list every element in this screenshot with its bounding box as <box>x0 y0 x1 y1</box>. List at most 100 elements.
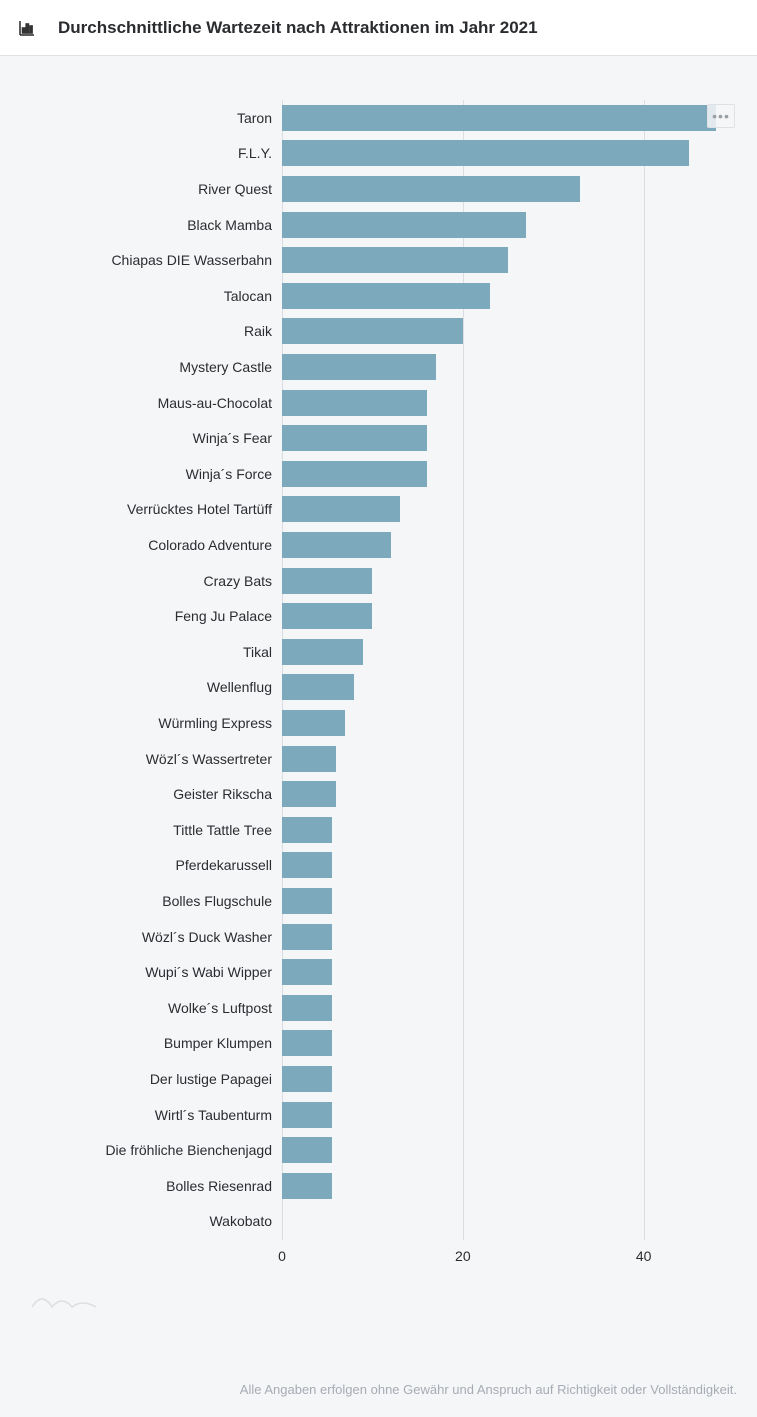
bar-row <box>282 710 345 736</box>
bar-chart-icon <box>18 19 36 37</box>
y-tick-label: Crazy Bats <box>204 573 272 589</box>
bar[interactable] <box>282 176 580 202</box>
y-tick-label: Wupi´s Wabi Wipper <box>145 964 272 980</box>
y-tick-label: Wolke´s Luftpost <box>168 1000 272 1016</box>
bar-row <box>282 924 332 950</box>
bar-row <box>282 1102 332 1128</box>
y-tick-label: Würmling Express <box>158 715 272 731</box>
bar[interactable] <box>282 532 391 558</box>
y-tick-label: Pferdekarussell <box>176 857 273 873</box>
bar[interactable] <box>282 568 372 594</box>
bar-row <box>282 852 332 878</box>
bar[interactable] <box>282 1102 332 1128</box>
y-tick-label: Der lustige Papagei <box>150 1071 272 1087</box>
bar[interactable] <box>282 710 345 736</box>
y-tick-label: Feng Ju Palace <box>175 608 272 624</box>
header-bar: Durchschnittliche Wartezeit nach Attrakt… <box>0 0 757 56</box>
y-tick-label: River Quest <box>198 181 272 197</box>
bar[interactable] <box>282 1137 332 1163</box>
y-tick-label: Winja´s Fear <box>193 430 272 446</box>
bar-row <box>282 247 508 273</box>
bar[interactable] <box>282 105 716 131</box>
y-tick-label: Raik <box>244 323 272 339</box>
bar[interactable] <box>282 852 332 878</box>
bar-row <box>282 674 354 700</box>
bar[interactable] <box>282 603 372 629</box>
bar[interactable] <box>282 496 400 522</box>
bar-row <box>282 888 332 914</box>
y-tick-label: Mystery Castle <box>179 359 272 375</box>
y-tick-label: Die fröhliche Bienchenjagd <box>105 1142 272 1158</box>
bar[interactable] <box>282 318 463 344</box>
bar[interactable] <box>282 781 336 807</box>
bar[interactable] <box>282 746 336 772</box>
y-tick-label: Bumper Klumpen <box>164 1035 272 1051</box>
y-tick-label: Bolles Flugschule <box>162 893 272 909</box>
bar-row <box>282 176 580 202</box>
gridline <box>644 100 645 1240</box>
y-tick-label: Winja´s Force <box>186 466 272 482</box>
y-tick-label: Taron <box>237 110 272 126</box>
bar-row <box>282 1173 332 1199</box>
footer-logo <box>30 1289 98 1311</box>
plot-area <box>282 100 716 1240</box>
bar[interactable] <box>282 425 427 451</box>
bar-row <box>282 283 490 309</box>
bar[interactable] <box>282 212 526 238</box>
bar[interactable] <box>282 247 508 273</box>
bar-row <box>282 425 427 451</box>
bar[interactable] <box>282 461 427 487</box>
y-tick-label: Wellenflug <box>207 679 272 695</box>
y-tick-label: Verrücktes Hotel Tartüff <box>127 501 272 517</box>
ellipsis-icon: ••• <box>712 109 730 123</box>
bar-row <box>282 1066 332 1092</box>
y-tick-label: Wözl´s Wassertreter <box>146 751 272 767</box>
y-tick-label: Bolles Riesenrad <box>166 1178 272 1194</box>
x-tick-label: 0 <box>278 1248 286 1264</box>
bar[interactable] <box>282 924 332 950</box>
x-tick-label: 40 <box>636 1248 652 1264</box>
bar[interactable] <box>282 888 332 914</box>
bar[interactable] <box>282 283 490 309</box>
y-tick-label: Maus-au-Chocolat <box>158 395 272 411</box>
bar-row <box>282 318 463 344</box>
bar-row <box>282 140 689 166</box>
x-tick-label: 20 <box>455 1248 471 1264</box>
bar-row <box>282 746 336 772</box>
bar-row <box>282 781 336 807</box>
y-tick-label: Wakobato <box>209 1213 272 1229</box>
bar[interactable] <box>282 1066 332 1092</box>
bar[interactable] <box>282 354 436 380</box>
bar-row <box>282 212 526 238</box>
more-options-button[interactable]: ••• <box>707 104 735 128</box>
bar-row <box>282 959 332 985</box>
bar[interactable] <box>282 1030 332 1056</box>
bar[interactable] <box>282 140 689 166</box>
bar-row <box>282 354 436 380</box>
bar-row <box>282 568 372 594</box>
bar[interactable] <box>282 959 332 985</box>
bar[interactable] <box>282 390 427 416</box>
y-tick-label: Wirtl´s Taubenturm <box>155 1107 272 1123</box>
y-tick-label: Tikal <box>243 644 272 660</box>
bar[interactable] <box>282 674 354 700</box>
bar-row <box>282 603 372 629</box>
y-tick-label: Tittle Tattle Tree <box>173 822 272 838</box>
bar[interactable] <box>282 817 332 843</box>
y-tick-label: Talocan <box>224 288 272 304</box>
bar-row <box>282 1030 332 1056</box>
bar-row <box>282 995 332 1021</box>
y-tick-label: Chiapas DIE Wasserbahn <box>111 252 272 268</box>
bar-row <box>282 496 400 522</box>
bar[interactable] <box>282 1173 332 1199</box>
bar-row <box>282 461 427 487</box>
bar-row <box>282 639 363 665</box>
y-tick-label: Black Mamba <box>187 217 272 233</box>
bar-row <box>282 390 427 416</box>
y-tick-label: Colorado Adventure <box>148 537 272 553</box>
bar[interactable] <box>282 639 363 665</box>
page-title: Durchschnittliche Wartezeit nach Attrakt… <box>58 18 538 38</box>
bar-row <box>282 817 332 843</box>
bar[interactable] <box>282 995 332 1021</box>
bar-row <box>282 105 716 131</box>
